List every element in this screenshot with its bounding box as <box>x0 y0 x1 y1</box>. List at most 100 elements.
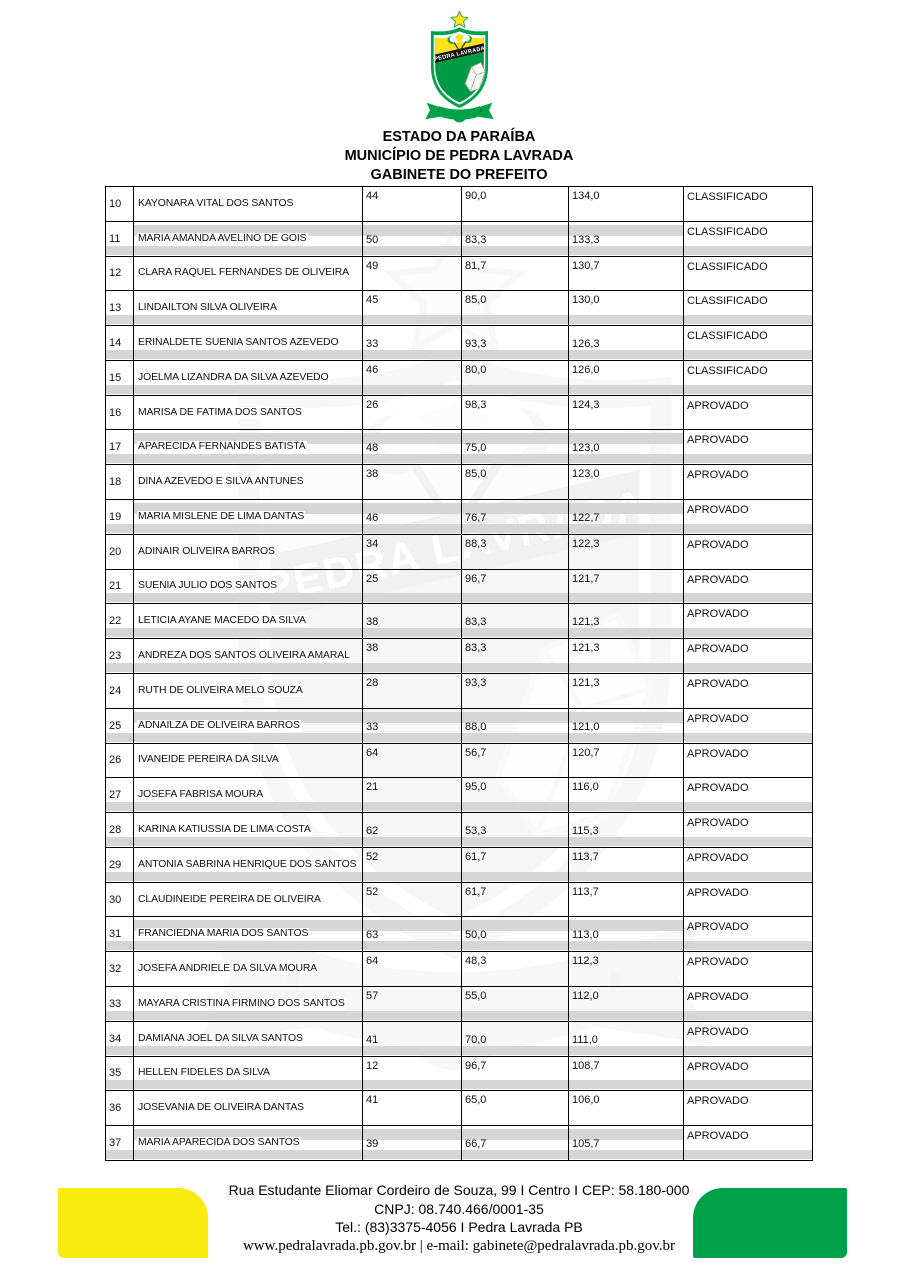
rank-cell: 21 <box>106 569 134 604</box>
name-cell: CLAUDINEIDE PEREIRA DE OLIVEIRA <box>134 882 363 917</box>
rank-cell: 37 <box>106 1126 134 1160</box>
scan-stripe-bottom <box>106 315 812 325</box>
total-cell: 116,0 <box>569 778 684 813</box>
table-row: 27 JOSEFA FABRISA MOURA 21 95,0 116,0 APROVAD… <box>106 778 812 814</box>
total-cell: 122,3 <box>569 534 684 569</box>
status-cell: APROVADO <box>687 504 749 517</box>
scan-stripe-bottom <box>106 662 812 672</box>
rank-cell: 16 <box>106 395 134 430</box>
score2-cell: 93,3 <box>462 326 569 360</box>
score1-cell: 26 <box>363 395 462 430</box>
score1-cell: 52 <box>363 882 462 917</box>
table-row: 12 CLARA RAQUEL FERNANDES DE OLIVEIRA 49 81… <box>106 256 812 292</box>
results-table: 10 KAYONARA VITAL DOS SANTOS 44 90,0 134,0 CL… <box>105 186 813 1161</box>
scan-stripe-top <box>134 224 684 236</box>
rank-cell: 17 <box>106 430 134 465</box>
table-row: 29 ANTONIA SABRINA HENRIQUE DOS SANTOS 52 6… <box>106 847 812 883</box>
crest-star <box>450 10 469 29</box>
score1-cell: 50 <box>363 221 462 256</box>
score1-cell: 64 <box>363 743 462 778</box>
scan-stripe-top <box>134 711 684 723</box>
name-cell: ADNAILZA DE OLIVEIRA BARROS <box>134 708 363 743</box>
scan-stripe-bottom <box>106 349 812 359</box>
table-row: 13 LINDAILTON SILVA OLIVEIRA 45 85,0 130,0 CL… <box>106 291 812 327</box>
score1-cell: 41 <box>363 1021 462 1056</box>
table-row: 24 RUTH DE OLIVEIRA MELO SOUZA 28 93,3 121,3… <box>106 673 812 709</box>
score1-cell: 57 <box>363 986 462 1021</box>
name-cell: LETICIA AYANE MACEDO DA SILVA <box>134 604 363 639</box>
status-cell: CLASSIFICADO <box>687 364 768 377</box>
score1-cell: 41 <box>363 1091 462 1126</box>
rank-cell: 32 <box>106 952 134 986</box>
table-row: 31 FRANCIEDNA MARIA DOS SANTOS 63 50,0 113,0… <box>106 917 812 953</box>
total-cell: 121,3 <box>569 673 684 708</box>
name-cell: ADINAIR OLIVEIRA BARROS <box>134 534 363 569</box>
table-row: 23 ANDREZA DOS SANTOS OLIVEIRA AMARAL 38 83… <box>106 639 812 674</box>
municipal-crest: PEDRA LAVRADA <box>412 10 507 128</box>
status-cell: APROVADO <box>687 608 749 621</box>
score2-cell: 81,7 <box>462 256 569 291</box>
name-cell: DAMIANA JOEL DA SILVA SANTOS <box>134 1021 363 1056</box>
score2-cell: 75,0 <box>462 430 569 465</box>
status-cell: APROVADO <box>687 712 749 725</box>
document-footer: Rua Estudante Eliomar Cordeiro de Souza,… <box>105 1181 813 1255</box>
status-cell: CLASSIFICADO <box>687 260 768 273</box>
rank-cell: 10 <box>106 187 134 221</box>
name-cell: KAYONARA VITAL DOS SANTOS <box>134 187 363 221</box>
name-cell: LINDAILTON SILVA OLIVEIRA <box>134 291 363 326</box>
name-cell: APARECIDA FERNANDES BATISTA <box>134 430 363 465</box>
scan-stripe-bottom <box>106 1149 812 1159</box>
rank-cell: 26 <box>106 743 134 778</box>
score2-cell: 70,0 <box>462 1021 569 1056</box>
score1-cell: 64 <box>363 952 462 986</box>
total-cell: 113,7 <box>569 882 684 917</box>
table-row: 21 SUENIA JULIO DOS SANTOS 25 96,7 121,7 APRO… <box>106 569 812 605</box>
rank-cell: 30 <box>106 882 134 917</box>
score2-cell: 98,3 <box>462 395 569 430</box>
score1-cell: 33 <box>363 326 462 360</box>
header-municipio: MUNICÍPIO DE PEDRA LAVRADA <box>344 148 574 164</box>
score1-cell: 45 <box>363 291 462 326</box>
table-row: 10 KAYONARA VITAL DOS SANTOS 44 90,0 134,0 CL… <box>106 187 812 222</box>
total-cell: 121,3 <box>569 604 684 639</box>
status-cell: CLASSIFICADO <box>687 191 768 203</box>
rank-cell: 11 <box>106 221 134 256</box>
score2-cell: 96,7 <box>462 569 569 604</box>
status-cell: APROVADO <box>687 782 749 795</box>
scan-stripe-top <box>134 920 684 932</box>
status-cell: APROVADO <box>687 1060 749 1073</box>
score2-cell: 83,3 <box>462 604 569 639</box>
score2-cell: 56,7 <box>462 743 569 778</box>
rank-cell: 22 <box>106 604 134 639</box>
total-cell: 121,7 <box>569 569 684 604</box>
table-row: 25 ADNAILZA DE OLIVEIRA BARROS 33 88,0 121,0… <box>106 708 812 744</box>
name-cell: CLARA RAQUEL FERNANDES DE OLIVEIRA <box>134 256 363 291</box>
total-cell: 111,0 <box>569 1021 684 1056</box>
table-row: 15 JOELMA LIZANDRA DA SILVA AZEVEDO 46 80,0… <box>106 360 812 396</box>
table-row: 30 CLAUDINEIDE PEREIRA DE OLIVEIRA 52 61,7 1… <box>106 882 812 918</box>
status-cell: APROVADO <box>687 886 749 899</box>
rank-cell: 33 <box>106 986 134 1021</box>
name-cell: FRANCIEDNA MARIA DOS SANTOS <box>134 917 363 952</box>
scan-stripe-top <box>134 433 684 445</box>
status-cell: APROVADO <box>687 956 749 969</box>
table-row: 26 IVANEIDE PEREIRA DA SILVA 64 56,7 120,7 AP… <box>106 743 812 779</box>
name-cell: DINA AZEVEDO E SILVA ANTUNES <box>134 465 363 500</box>
table-row: 37 MARIA APARECIDA DOS SANTOS 39 66,7 105,7 A… <box>106 1126 812 1160</box>
status-cell: APROVADO <box>687 573 749 586</box>
total-cell: 115,3 <box>569 813 684 847</box>
total-cell: 108,7 <box>569 1056 684 1091</box>
score2-cell: 48,3 <box>462 952 569 986</box>
scan-stripe-bottom <box>106 628 812 638</box>
table-row: 36 JOSEVANIA DE OLIVEIRA DANTAS 41 65,0 106,… <box>106 1091 812 1127</box>
total-cell: 130,0 <box>569 291 684 326</box>
score1-cell: 63 <box>363 917 462 952</box>
score2-cell: 88,0 <box>462 708 569 743</box>
score2-cell: 95,0 <box>462 778 569 813</box>
score1-cell: 38 <box>363 604 462 639</box>
name-cell: SUENIA JULIO DOS SANTOS <box>134 569 363 604</box>
total-cell: 113,7 <box>569 847 684 882</box>
status-cell: APROVADO <box>687 399 749 412</box>
table-row: 18 DINA AZEVEDO E SILVA ANTUNES 38 85,0 123,… <box>106 465 812 501</box>
